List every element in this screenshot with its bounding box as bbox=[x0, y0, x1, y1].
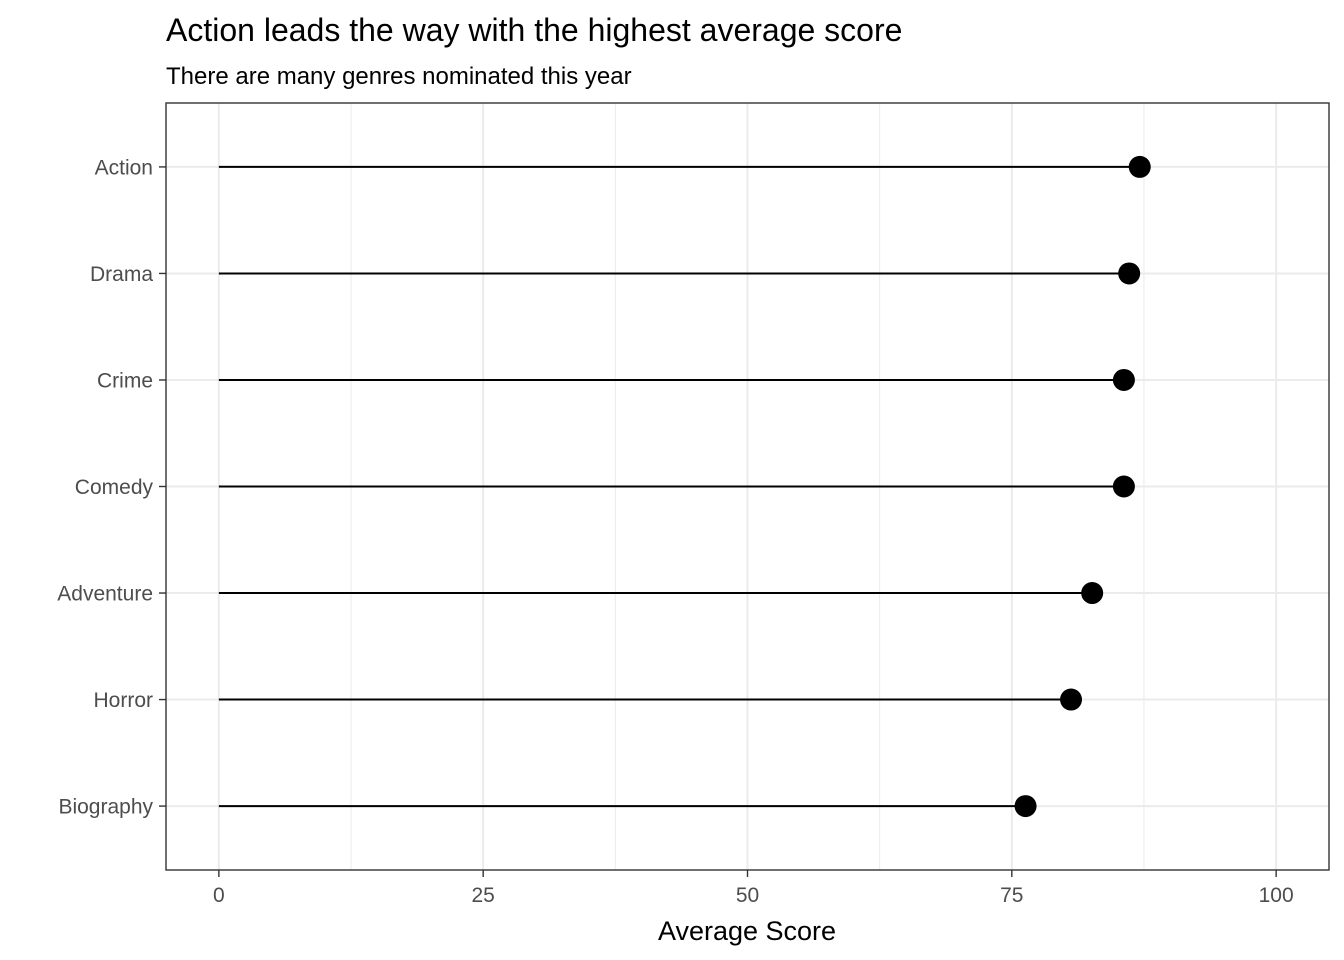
x-tick-label: 75 bbox=[1000, 884, 1023, 907]
lollipop-point-action bbox=[1128, 155, 1151, 178]
x-tick-label: 0 bbox=[213, 884, 225, 907]
lollipop-point-comedy bbox=[1112, 475, 1135, 498]
x-tick-label: 25 bbox=[472, 884, 495, 907]
y-axis: Action Drama Crime Comedy Adventure Horror Bio… bbox=[57, 156, 166, 819]
x-axis: 0 25 50 75 100 bbox=[213, 870, 1294, 907]
lollipop-point-horror bbox=[1060, 688, 1083, 711]
lollipop-segments bbox=[218, 165, 1140, 808]
lollipop-point-drama bbox=[1118, 262, 1141, 285]
x-tick-label: 100 bbox=[1259, 884, 1294, 907]
chart-title: Action leads the way with the highest av… bbox=[166, 12, 902, 48]
y-tick-label: Crime bbox=[97, 369, 153, 392]
y-tick-label: Drama bbox=[90, 263, 153, 286]
lollipop-points bbox=[1014, 155, 1151, 818]
chart-subtitle: There are many genres nominated this yea… bbox=[166, 63, 632, 90]
y-tick-label: Biography bbox=[58, 796, 153, 819]
y-tick-label: Comedy bbox=[75, 476, 154, 499]
lollipop-point-adventure bbox=[1081, 582, 1104, 605]
y-tick-label: Action bbox=[95, 156, 153, 179]
y-tick-label: Horror bbox=[93, 689, 153, 712]
lollipop-point-biography bbox=[1014, 795, 1037, 818]
lollipop-point-crime bbox=[1112, 368, 1135, 391]
x-tick-label: 50 bbox=[736, 884, 759, 907]
x-axis-title: Average Score bbox=[658, 916, 836, 946]
y-tick-label: Adventure bbox=[57, 583, 153, 606]
